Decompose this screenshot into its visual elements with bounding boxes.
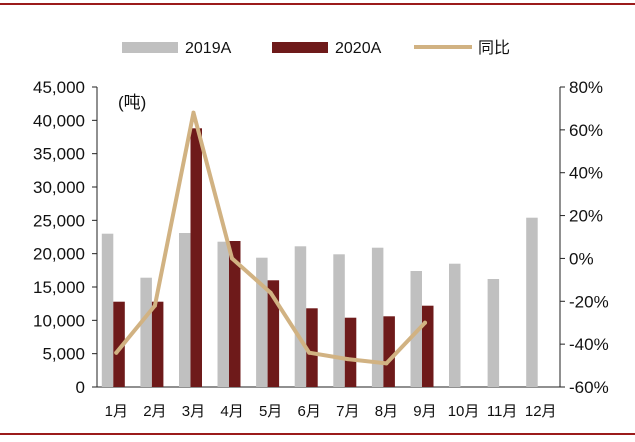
x-tick-label: 2月 — [143, 403, 166, 420]
unit-label: (吨) — [118, 93, 146, 112]
x-tick-label: 10月 — [448, 403, 480, 420]
y-left-tick-label: 35,000 — [33, 145, 85, 164]
x-tick-labels: 1月 2月 3月 4月 5月 6月 7月 8月 9月 10月 11月 12月 — [105, 403, 557, 420]
legend-swatch-2019a — [122, 42, 178, 53]
bar-2019a — [526, 217, 538, 387]
legend-label-2020a: 2020A — [335, 40, 382, 57]
y-left-tick-label: 40,000 — [33, 111, 85, 130]
x-tick-label: 7月 — [336, 403, 359, 420]
yoy-point — [268, 290, 273, 295]
legend: 2019A 2020A 同比 — [122, 39, 510, 57]
yoy-point — [423, 320, 427, 325]
bar-2020a — [306, 308, 318, 387]
legend-label-2019a: 2019A — [185, 40, 232, 57]
top-rule — [0, 3, 635, 5]
bar-2020a — [422, 305, 434, 387]
y-right-tick-label: 20% — [569, 207, 603, 226]
x-tick-label: 12月 — [525, 403, 557, 420]
bar-2019a — [410, 271, 422, 387]
yoy-point — [191, 110, 196, 115]
bar-2019a — [487, 279, 500, 387]
yoy-line — [114, 110, 427, 366]
y-right-tick-label: 0% — [569, 249, 594, 268]
legend-swatch-2020a — [272, 42, 328, 53]
bar-2019a — [179, 233, 191, 387]
y-left-tick-label: 5,000 — [42, 345, 85, 364]
y-left-tick-label: 15,000 — [33, 278, 85, 297]
bars — [101, 128, 538, 388]
legend-label-yoy: 同比 — [478, 39, 510, 57]
y-right-tick-label: -60% — [569, 378, 609, 397]
x-tick-label: 3月 — [182, 403, 205, 420]
y-right-tick-label: 60% — [569, 121, 603, 140]
axes: 0 5,000 10,000 15,000 20,000 25,000 30,000 35,0… — [33, 78, 609, 397]
y-left-tick-label: 45,000 — [33, 78, 85, 97]
y-left-tick-label: 25,000 — [33, 211, 85, 230]
x-tick-label: 1月 — [105, 403, 128, 420]
bar-2019a — [217, 241, 229, 387]
bar-2020a — [267, 280, 280, 387]
y-left-tick-label: 20,000 — [33, 245, 85, 264]
bar-2019a — [294, 246, 307, 387]
y-left-tick-label: 30,000 — [33, 178, 85, 197]
y-right-tick-label: -20% — [569, 292, 609, 311]
bottom-rule — [0, 433, 635, 435]
yoy-point — [114, 350, 119, 355]
y-right-tick-label: -40% — [569, 335, 609, 354]
x-tick-label: 9月 — [413, 403, 436, 420]
bar-2020a — [113, 301, 125, 387]
y-right-tick-label: 40% — [569, 164, 603, 183]
bar-2019a — [256, 257, 268, 387]
yoy-point — [152, 303, 157, 308]
x-tick-label: 8月 — [375, 403, 398, 420]
x-tick-label: 11月 — [487, 403, 518, 420]
bar-2019a — [371, 247, 384, 387]
bar-2020a — [344, 317, 357, 387]
yoy-point — [384, 361, 389, 366]
bar-2019a — [333, 254, 345, 387]
y-left-tick-label: 10,000 — [33, 311, 85, 330]
x-tick-label: 6月 — [298, 403, 321, 420]
y-left-tick-label: 0 — [76, 378, 85, 397]
yoy-point — [307, 350, 312, 355]
x-tick-label: 4月 — [220, 403, 243, 420]
bar-2019a — [140, 277, 152, 387]
y-right-tick-label: 80% — [569, 78, 603, 97]
yoy-point — [345, 357, 350, 362]
bar-2020a — [383, 316, 395, 387]
bar-2020a — [151, 301, 164, 387]
bar-2019a — [101, 233, 114, 387]
bar-2019a — [449, 263, 461, 387]
bar-2020a — [190, 128, 202, 388]
x-tick-label: 5月 — [259, 403, 282, 420]
yoy-point — [230, 256, 234, 261]
bar-2020a — [229, 241, 241, 387]
